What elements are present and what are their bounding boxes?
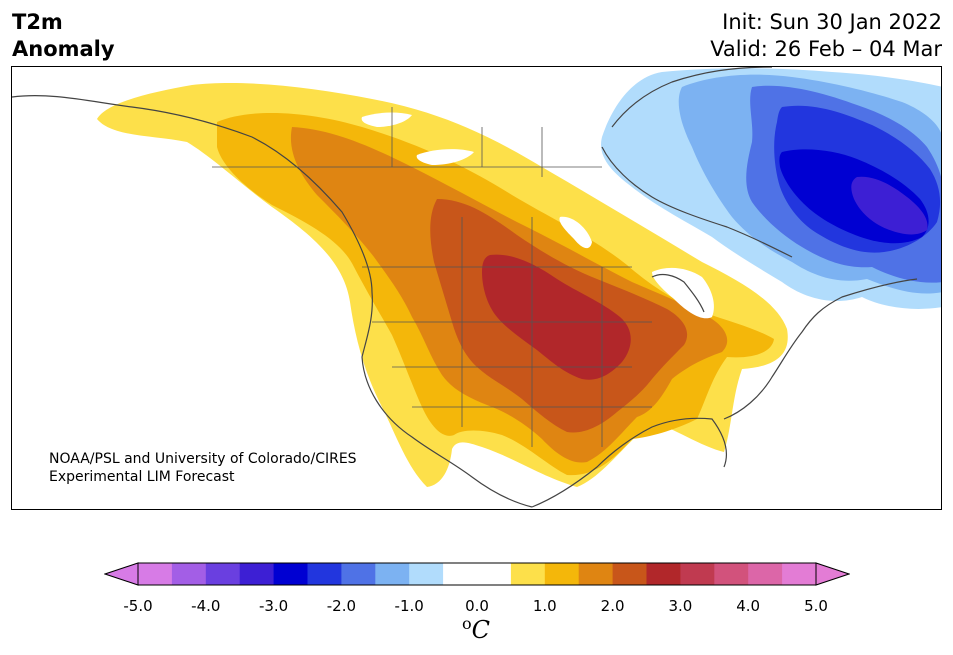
title-block: T2m Anomaly <box>12 9 115 63</box>
colorbar-bin <box>205 563 241 585</box>
colorbar-bin <box>239 563 275 585</box>
credit-line-2: Experimental LIM Forecast <box>49 469 235 485</box>
colorbar-bin <box>307 563 342 585</box>
colorbar-tick-label: 2.0 <box>600 597 625 615</box>
valid-date: Valid: 26 Feb – 04 Mar <box>710 37 942 61</box>
colorbar-bin <box>171 563 207 585</box>
colorbar-bin <box>578 563 614 585</box>
coastlines <box>12 67 918 508</box>
anomaly-contour-2.5 <box>482 254 631 380</box>
colorbar-tick-label: -3.0 <box>258 597 289 615</box>
colorbar-tick-label: 4.0 <box>736 597 761 615</box>
colorbar-bin <box>782 563 817 585</box>
colorbar-unit: oC <box>462 614 490 644</box>
colorbar-bin <box>341 563 376 585</box>
colorbar-over-arrow <box>815 562 850 586</box>
map-title: T2m <box>12 10 63 34</box>
map-subtitle: Anomaly <box>12 37 115 61</box>
colorbar-bin <box>443 563 478 585</box>
colorbar-bin <box>612 563 647 585</box>
colorbar-tick-label: 1.0 <box>532 597 557 615</box>
date-block: Init: Sun 30 Jan 2022 Valid: 26 Feb – 04… <box>710 9 942 63</box>
colorbar-bin <box>375 563 410 585</box>
colorbar-under-arrow <box>104 562 139 586</box>
colorbar-bin <box>714 563 749 585</box>
colorbar-tick-label: 0.0 <box>465 597 489 615</box>
colorbar-outline <box>137 562 817 586</box>
unit-degree: o <box>462 614 472 633</box>
colorbar-bin <box>510 563 546 585</box>
colorbar-bin <box>748 563 783 585</box>
anomaly-contour-neg3.5 <box>851 176 928 235</box>
colorbar-bin <box>138 563 173 585</box>
colorbar-tick-label: 3.0 <box>668 597 693 615</box>
lake <box>361 112 412 127</box>
anomaly-map <box>12 67 941 508</box>
colorbar-tick-label: -1.0 <box>394 597 424 615</box>
colorbar-tick-label: -2.0 <box>326 597 357 615</box>
colorbar-tick-label: -4.0 <box>191 597 221 615</box>
colorbar-bin <box>544 563 580 585</box>
colorbar-bin <box>477 563 512 585</box>
init-date: Init: Sun 30 Jan 2022 <box>722 10 942 34</box>
colorbar-bin <box>409 563 444 585</box>
map-panel <box>11 66 942 510</box>
colorbar-bin <box>273 563 308 585</box>
lake <box>652 267 714 319</box>
colorbar-bin <box>680 563 715 585</box>
colorbar-tick-label: -5.0 <box>123 597 153 615</box>
colorbar-tick-label: 5.0 <box>804 597 828 615</box>
colorbar-bin <box>646 563 681 585</box>
credit-line-1: NOAA/PSL and University of Colorado/CIRE… <box>49 451 357 467</box>
lake <box>416 149 474 165</box>
state-borders <box>212 107 652 447</box>
unit-symbol: C <box>471 616 491 644</box>
colorbar <box>104 562 850 586</box>
lake <box>559 216 592 249</box>
credit-text: NOAA/PSL and University of Colorado/CIRE… <box>49 450 357 486</box>
